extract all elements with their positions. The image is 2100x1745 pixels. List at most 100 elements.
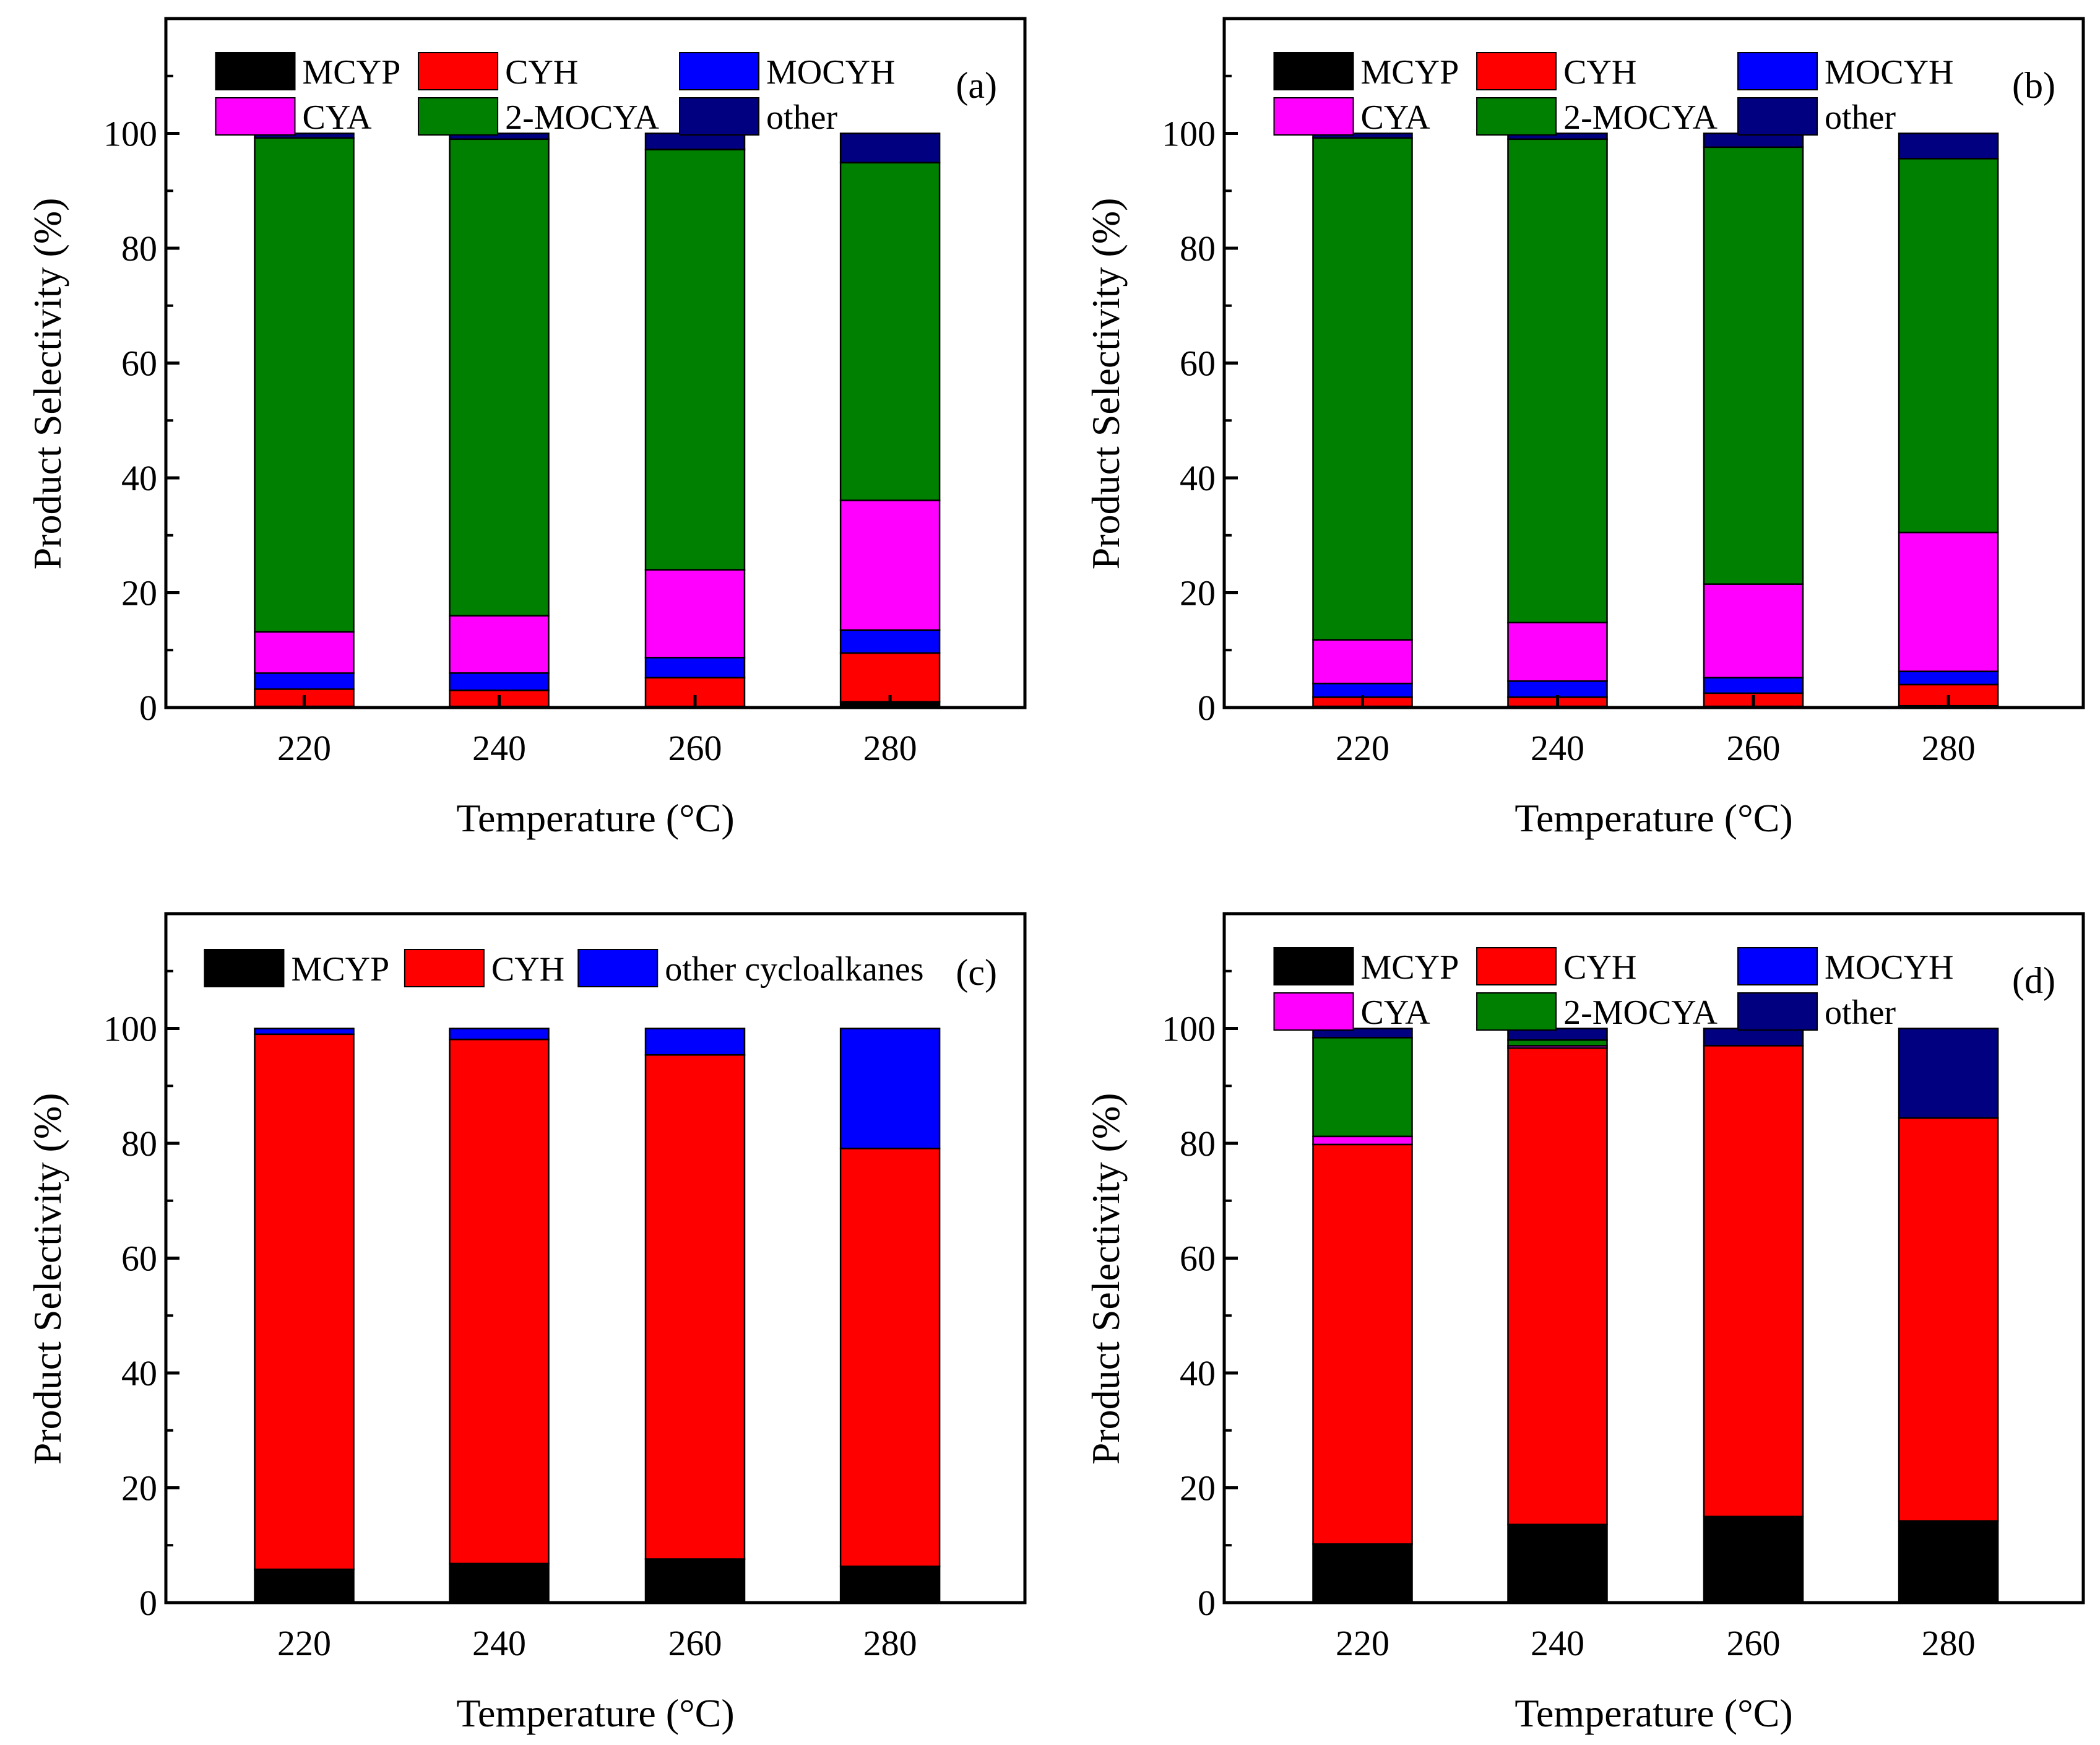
bar-segment-cya-220 bbox=[1312, 639, 1413, 685]
legend-label-mcyp: MCYP bbox=[1361, 948, 1459, 987]
bar-segment-other-220 bbox=[254, 132, 355, 139]
bar-segment-other-240 bbox=[1507, 1028, 1608, 1041]
x-axis-title: Temperature (°C) bbox=[1515, 1691, 1792, 1735]
chart-panel-3: 0 20 40 60 80 100 220 240 260 280 Temperature (°C)… bbox=[1084, 912, 2085, 1735]
bar-segment-2-mocya-240 bbox=[1507, 138, 1608, 624]
bar-segment-other-cycloalkanes-260 bbox=[644, 1028, 746, 1056]
y-tick-label: 40 bbox=[121, 458, 157, 498]
panel-label: (a) bbox=[956, 65, 997, 106]
y-tick-label: 20 bbox=[1180, 1468, 1216, 1509]
legend-label-mocyh: MOCYH bbox=[1825, 53, 1953, 92]
x-tick-label: 260 bbox=[668, 1623, 722, 1663]
y-axis-title: Product Selectivity (%) bbox=[25, 198, 69, 570]
x-tick-label: 280 bbox=[863, 1623, 917, 1663]
x-axis-title: Temperature (°C) bbox=[456, 1691, 734, 1735]
legend-label-mocyh: MOCYH bbox=[766, 53, 895, 92]
legend-swatch-mcyp bbox=[1273, 52, 1354, 90]
bar-segment-other-cycloalkanes-280 bbox=[839, 1028, 941, 1150]
y-tick-label: 100 bbox=[103, 114, 157, 154]
legend-swatch-other bbox=[679, 97, 760, 136]
y-tick-label: 100 bbox=[103, 1009, 157, 1049]
legend-label-2-mocya: 2-MOCYA bbox=[505, 98, 659, 137]
x-axis-title: Temperature (°C) bbox=[1515, 796, 1792, 840]
panel-label: (d) bbox=[2012, 960, 2055, 1001]
x-tick-label: 240 bbox=[472, 1623, 526, 1663]
legend-label-cyh: CYH bbox=[1563, 53, 1636, 92]
y-tick-label: 60 bbox=[121, 344, 157, 384]
bar-segment-2-mocya-280 bbox=[839, 162, 941, 501]
legend-swatch-mocyh bbox=[1737, 947, 1818, 985]
legend-swatch-mcyp bbox=[215, 52, 296, 90]
panel-label: (b) bbox=[2012, 65, 2055, 106]
y-axis-title: Product Selectivity (%) bbox=[25, 1093, 69, 1465]
bar-segment-other-280 bbox=[1898, 132, 1999, 160]
y-tick-label: 0 bbox=[139, 688, 157, 728]
bar-segment-other-240 bbox=[449, 132, 550, 141]
bar-segment-2-mocya-220 bbox=[1312, 137, 1413, 641]
legend-label-mcyp: MCYP bbox=[1361, 53, 1459, 92]
bar-segment-other-220 bbox=[1312, 1028, 1413, 1039]
bar-segment-mocyh-220 bbox=[254, 672, 355, 690]
bar-segment-other-220 bbox=[1312, 132, 1413, 139]
legend-swatch-cyh bbox=[1476, 947, 1557, 985]
legend-label-cya: CYA bbox=[303, 98, 373, 137]
legend-swatch-cya bbox=[215, 97, 296, 136]
legend-label-other: other bbox=[1825, 98, 1896, 137]
y-tick-label: 40 bbox=[1180, 1353, 1216, 1393]
legend-label-mcyp: MCYP bbox=[291, 950, 389, 989]
y-axis-title: Product Selectivity (%) bbox=[1084, 1093, 1128, 1465]
chart-panel-2: 0 20 40 60 80 100 220 240 260 280 Temperature (°C)… bbox=[25, 912, 1027, 1735]
bar-segment-mcyp-280 bbox=[1898, 1520, 1999, 1604]
bar-segment-cyh-220 bbox=[254, 1033, 355, 1570]
bar-segment-cyh-220 bbox=[1312, 1143, 1413, 1545]
bar-segment-2-mocya-260 bbox=[1703, 146, 1804, 585]
y-tick-label: 80 bbox=[1180, 1124, 1216, 1164]
legend-swatch-mocyh bbox=[1737, 52, 1818, 90]
y-tick-label: 40 bbox=[121, 1353, 157, 1393]
bar-segment-mocyh-240 bbox=[449, 672, 550, 691]
bar-segment-cyh-260 bbox=[1703, 1045, 1804, 1518]
x-tick-label: 280 bbox=[1922, 1623, 1976, 1663]
x-tick-label: 220 bbox=[1336, 728, 1389, 768]
x-tick-label: 240 bbox=[1531, 728, 1584, 768]
legend-label-other-cycloalkanes: other cycloalkanes bbox=[665, 950, 923, 989]
bar-segment-cyh-280 bbox=[1898, 1117, 1999, 1522]
legend-label-mocyh: MOCYH bbox=[1825, 948, 1953, 987]
bar-segment-cyh-260 bbox=[644, 1054, 746, 1560]
bar-segment-mocyh-280 bbox=[1898, 670, 1999, 686]
y-tick-label: 60 bbox=[121, 1239, 157, 1279]
bar-segment-other-240 bbox=[1507, 132, 1608, 141]
y-tick-label: 100 bbox=[1162, 1009, 1216, 1049]
y-axis-title: Product Selectivity (%) bbox=[1084, 198, 1128, 570]
bar-segment-cya-280 bbox=[839, 499, 941, 631]
bar-segment-2-mocya-220 bbox=[1312, 1037, 1413, 1138]
legend-swatch-cyh bbox=[404, 949, 485, 987]
bar-segment-cyh-280 bbox=[839, 652, 941, 703]
bar-segment-mocyh-280 bbox=[839, 629, 941, 654]
bar-segment-other-260 bbox=[644, 132, 746, 150]
legend-label-2-mocya: 2-MOCYA bbox=[1563, 98, 1718, 137]
legend-swatch-cyh bbox=[418, 52, 499, 90]
legend-swatch-cyh bbox=[1476, 52, 1557, 90]
bar-segment-mocyh-260 bbox=[644, 657, 746, 679]
legend-swatch-2-mocya bbox=[1476, 97, 1557, 136]
legend-swatch-other bbox=[1737, 992, 1818, 1031]
y-tick-label: 0 bbox=[1198, 688, 1216, 728]
legend-swatch-other-cycloalkanes bbox=[577, 949, 659, 987]
y-tick-label: 20 bbox=[1180, 573, 1216, 613]
legend-swatch-2-mocya bbox=[418, 97, 499, 136]
x-tick-label: 280 bbox=[863, 728, 917, 768]
x-axis-title: Temperature (°C) bbox=[456, 796, 734, 840]
legend-label-cya: CYA bbox=[1361, 994, 1431, 1032]
y-tick-label: 80 bbox=[121, 228, 157, 269]
bar-segment-cya-240 bbox=[449, 615, 550, 674]
bar-segment-other-cycloalkanes-240 bbox=[449, 1028, 550, 1041]
legend-label-other: other bbox=[766, 98, 837, 137]
y-tick-label: 60 bbox=[1180, 1239, 1216, 1279]
legend-swatch-mcyp bbox=[1273, 947, 1354, 985]
legend-swatch-mcyp bbox=[204, 949, 285, 987]
legend-label-cyh: CYH bbox=[491, 950, 564, 989]
x-tick-label: 240 bbox=[1531, 1623, 1584, 1663]
y-tick-label: 40 bbox=[1180, 458, 1216, 498]
